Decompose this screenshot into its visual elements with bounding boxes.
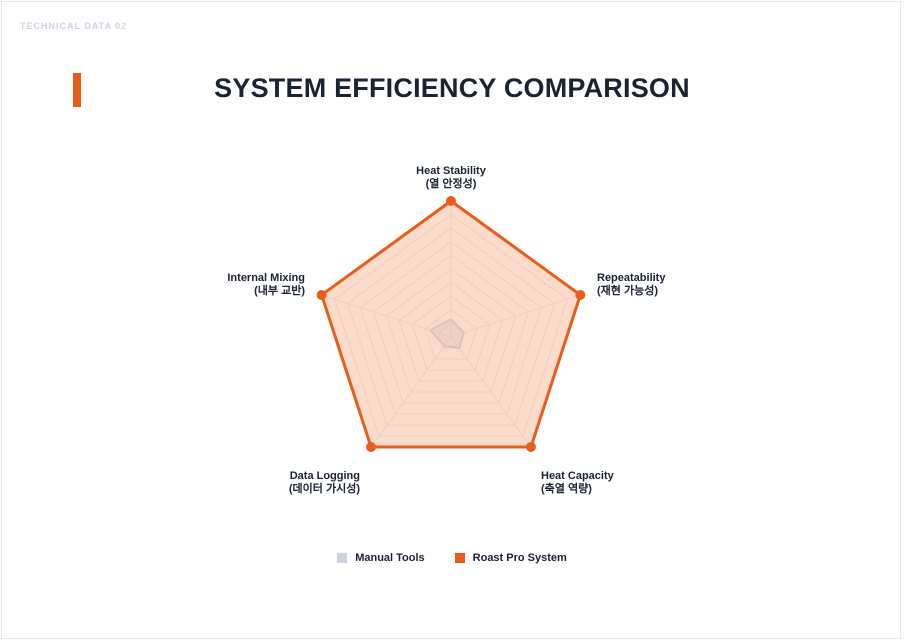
- legend-label-roast-pro: Roast Pro System: [472, 552, 567, 564]
- axis-label-1: Heat Stability: [416, 165, 487, 177]
- grid-ring-6: [372, 254, 530, 404]
- legend: Manual Tools Roast Pro System: [0, 552, 904, 564]
- axis-sublabel-2: (재현 가능성): [597, 283, 658, 297]
- data-point-roast-pro-system-2: [575, 289, 586, 300]
- grid-ring-4: [398, 281, 504, 382]
- series-area-manual-tools: [429, 318, 465, 350]
- grid-ring-5: [385, 268, 517, 393]
- axis-label-4: Data Logging: [290, 470, 360, 482]
- series-area-roast-pro-system: [320, 199, 582, 449]
- legend-swatch-roast-pro: [454, 553, 465, 563]
- grid-spoke-3: [450, 336, 532, 448]
- legend-item-manual: Manual Tools: [337, 552, 425, 564]
- legend-item-roast-pro: Roast Pro System: [454, 552, 567, 564]
- axis-label-2: Repeatability: [597, 272, 666, 284]
- axis-sublabel-5: (내부 교반): [254, 283, 305, 297]
- axis-label-3: Heat Capacity: [541, 470, 615, 482]
- legend-swatch-manual: [337, 553, 348, 563]
- data-point-roast-pro-system-3: [525, 442, 536, 453]
- chart-title: SYSTEM EFFICIENCY COMPARISON: [214, 73, 690, 103]
- data-point-roast-pro-system-5: [316, 289, 327, 300]
- accent-bar: [73, 73, 81, 107]
- axis-label-5: Internal Mixing: [227, 272, 305, 284]
- axis-sublabel-1: (열 안정성): [426, 176, 477, 190]
- grid-ring-8: [346, 227, 556, 426]
- grid-ring-2: [424, 309, 478, 360]
- data-point-roast-pro-system-4: [366, 442, 377, 453]
- grid-spoke-2: [450, 294, 581, 338]
- radar-series: [316, 196, 586, 453]
- grid-ring-7: [359, 241, 543, 415]
- legend-label-manual: Manual Tools: [355, 552, 425, 564]
- grid-ring-9: [334, 213, 568, 437]
- grid-ring-3: [411, 295, 491, 371]
- axis-sublabel-3: (축열 역량): [541, 481, 592, 495]
- axis-labels: Heat Stability(열 안정성) Repeatability(재현 가능…: [227, 165, 666, 495]
- section-kicker: TECHNICAL DATA 02: [20, 21, 128, 31]
- data-point-roast-pro-system-1: [446, 196, 456, 206]
- grid-spoke-4: [370, 336, 452, 448]
- axis-sublabel-4: (데이터 가시성): [289, 481, 360, 495]
